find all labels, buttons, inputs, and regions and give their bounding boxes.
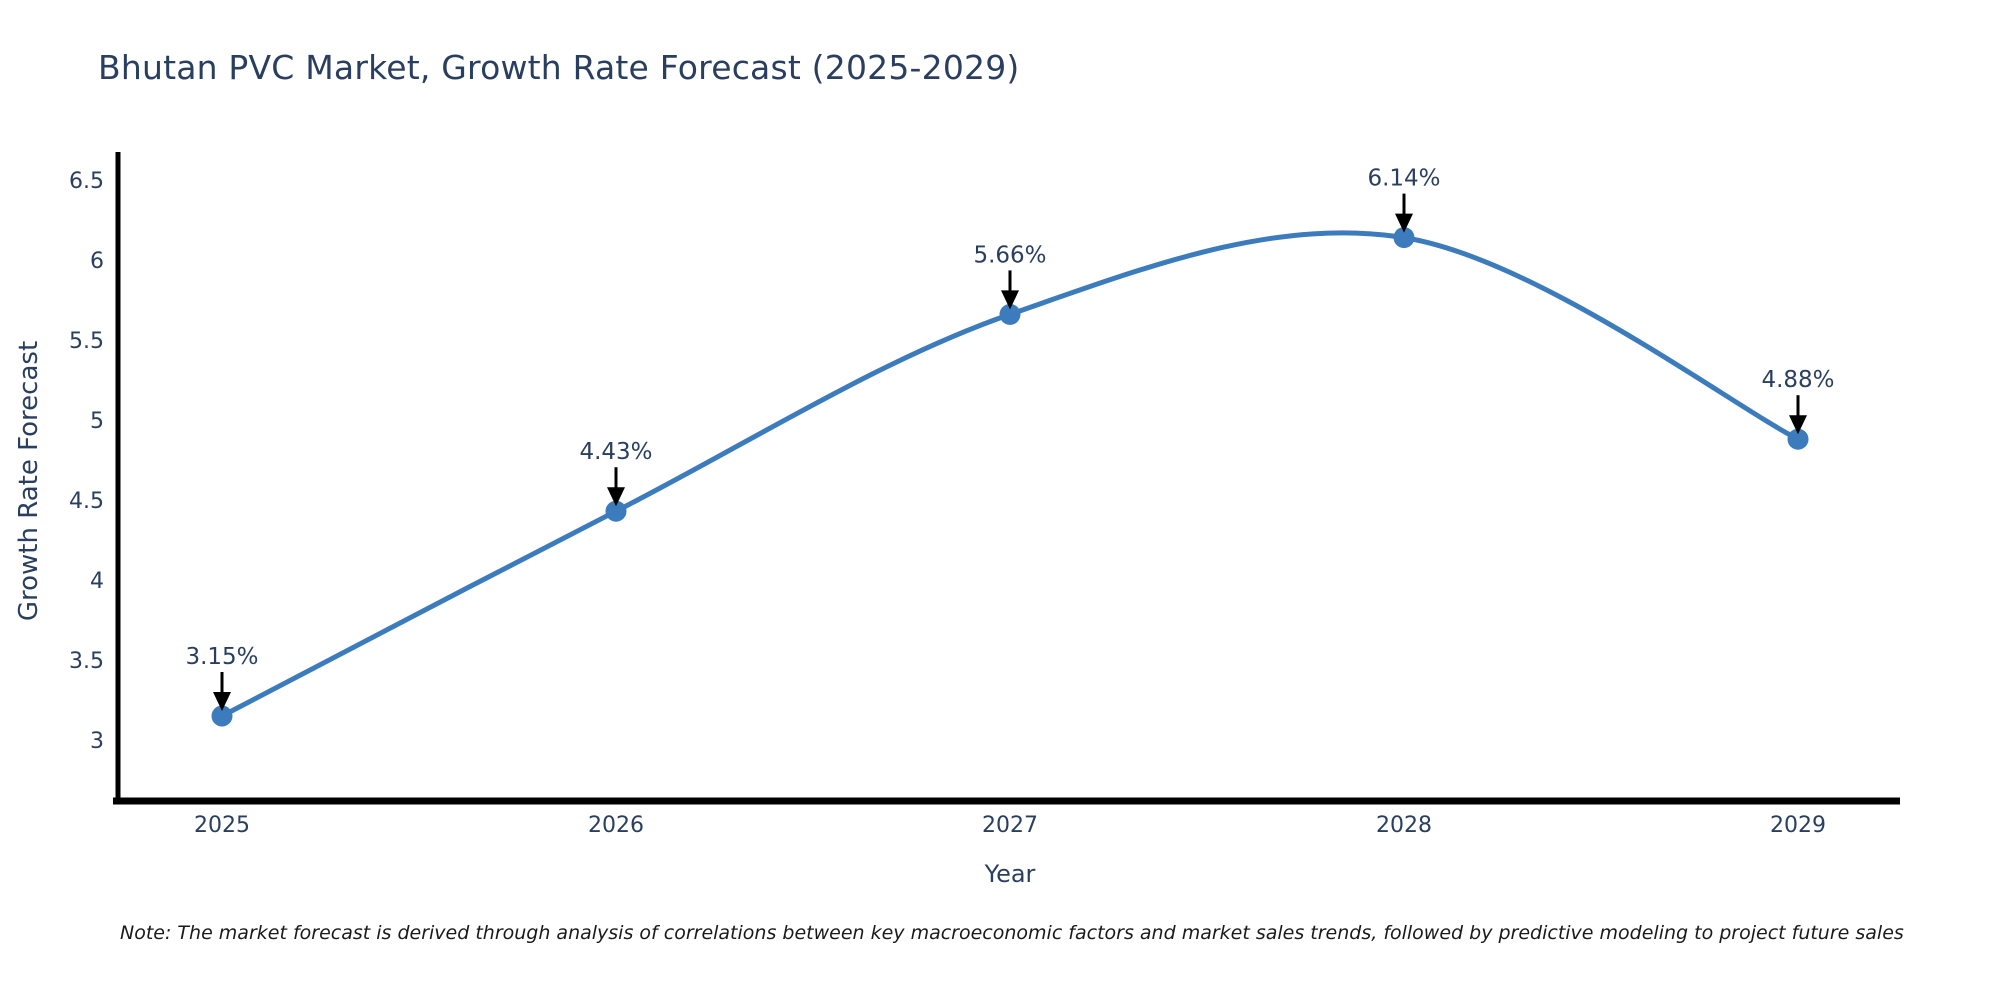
data-point-marker	[211, 705, 233, 727]
y-tick-label: 5.5	[69, 329, 104, 354]
data-point-marker	[605, 500, 627, 522]
data-point-marker	[1393, 227, 1415, 249]
annotation-arrowhead	[1395, 213, 1413, 233]
annotation-arrowhead	[607, 487, 625, 507]
y-tick-label: 4.5	[69, 489, 104, 514]
x-tick-label: 2025	[194, 813, 250, 838]
annotation-label: 3.15%	[185, 644, 258, 670]
y-tick-label: 6	[90, 249, 104, 274]
annotation-label: 4.88%	[1761, 367, 1834, 393]
y-tick-label: 3	[90, 729, 104, 754]
x-tick-label: 2026	[588, 813, 644, 838]
x-tick-label: 2028	[1376, 813, 1432, 838]
annotation-arrowhead	[213, 692, 231, 711]
footnote: Note: The market forecast is derived thr…	[120, 922, 1904, 944]
data-point-marker	[1787, 428, 1809, 450]
x-axis-title: Year	[984, 860, 1036, 888]
annotation-label: 5.66%	[973, 242, 1046, 268]
x-tick-label: 2029	[1770, 813, 1826, 838]
y-tick-label: 3.5	[69, 649, 104, 674]
chart-title: Bhutan PVC Market, Growth Rate Forecast …	[98, 48, 1020, 87]
y-tick-label: 4	[90, 569, 104, 594]
annotation-label: 6.14%	[1367, 166, 1440, 192]
annotation-arrowhead	[1001, 290, 1019, 310]
y-tick-label: 6.5	[69, 169, 104, 194]
data-point-marker	[999, 303, 1021, 325]
annotation-label: 4.43%	[579, 439, 652, 465]
annotation-arrowhead	[1789, 415, 1807, 435]
x-tick-label: 2027	[982, 813, 1038, 838]
y-tick-label: 5	[90, 409, 104, 434]
